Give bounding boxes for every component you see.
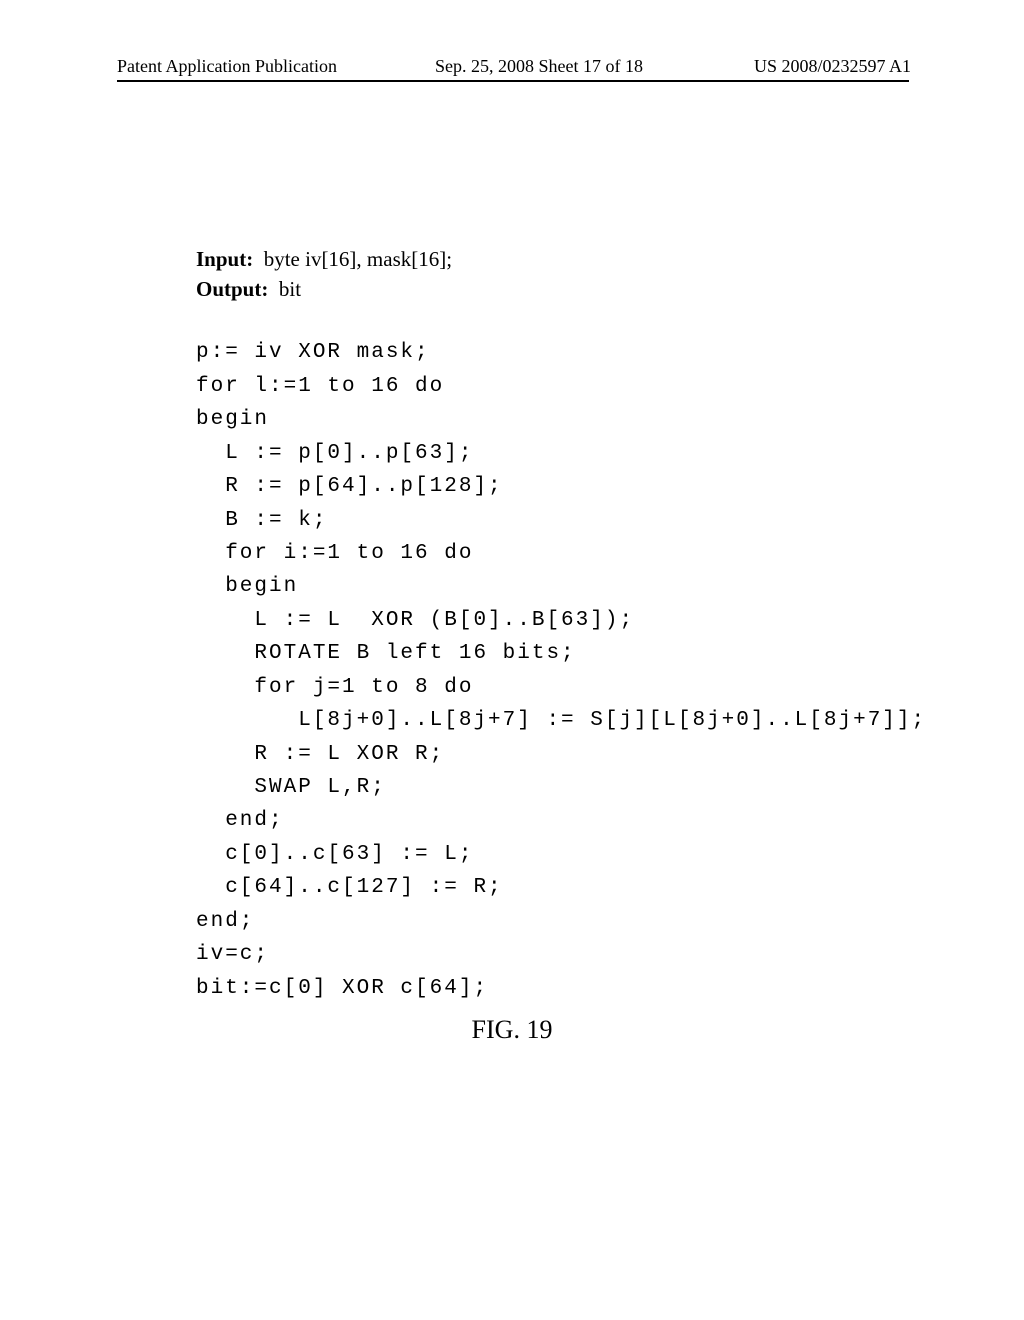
code-line: R := L XOR R; — [196, 743, 444, 766]
header-rule — [117, 80, 909, 82]
header-center: Sep. 25, 2008 Sheet 17 of 18 — [435, 56, 643, 77]
code-line: ROTATE B left 16 bits; — [196, 642, 576, 665]
code-line: begin — [196, 408, 269, 431]
code-line: iv=c; — [196, 943, 269, 966]
code-line: end; — [196, 809, 284, 832]
code-line: for l:=1 to 16 do — [196, 375, 444, 398]
output-text: bit — [268, 277, 301, 301]
input-text: byte iv[16], mask[16]; — [253, 247, 452, 271]
code-line: c[64]..c[127] := R; — [196, 876, 503, 899]
output-label: Output: — [196, 277, 268, 301]
figure-caption: FIG. 19 — [0, 1015, 1024, 1045]
code-line: for j=1 to 8 do — [196, 676, 473, 699]
code-line: L[8j+0]..L[8j+7] := S[j][L[8j+0]..L[8j+7… — [196, 709, 926, 732]
code-line: L := p[0]..p[63]; — [196, 442, 473, 465]
code-line: L := L XOR (B[0]..B[63]); — [196, 609, 634, 632]
input-label: Input: — [196, 247, 253, 271]
code-line: B := k; — [196, 509, 327, 532]
code-line: bit:=c[0] XOR c[64]; — [196, 977, 488, 1000]
page: Patent Application Publication Sep. 25, … — [0, 0, 1024, 1320]
code-line: for i:=1 to 16 do — [196, 542, 473, 565]
code-line: p:= iv XOR mask; — [196, 341, 430, 364]
code-line: begin — [196, 575, 298, 598]
header-right: US 2008/0232597 A1 — [754, 56, 911, 77]
header-left: Patent Application Publication — [117, 56, 337, 77]
code-line: R := p[64]..p[128]; — [196, 475, 503, 498]
code-line: c[0]..c[63] := L; — [196, 843, 473, 866]
pseudocode-block: Input: byte iv[16], mask[16]; Output: bi… — [196, 244, 926, 1004]
code-line: SWAP L,R; — [196, 776, 386, 799]
code-line: end; — [196, 910, 254, 933]
